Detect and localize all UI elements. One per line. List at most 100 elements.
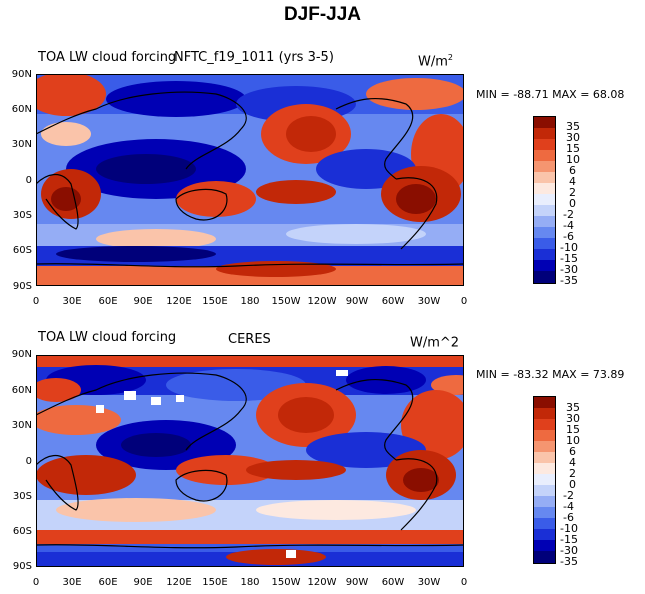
- colorbar-swatch: [534, 496, 555, 507]
- colorbar-label: 10: [566, 434, 580, 447]
- panel2-lon-label: 0: [460, 577, 468, 588]
- colorbar-swatch: [534, 172, 555, 183]
- panel1-lon-label: 60E: [98, 296, 118, 307]
- panel2-lon-label: 60W: [381, 577, 405, 588]
- colorbar-swatch: [534, 441, 555, 452]
- colorbar-swatch: [534, 419, 555, 430]
- panel1-min-label: MIN =: [476, 88, 510, 101]
- colorbar-label: -4: [563, 219, 574, 232]
- colorbar-label: 30: [566, 131, 580, 144]
- panel2-lon-label: 120E: [166, 577, 192, 588]
- colorbar-swatch: [534, 183, 555, 194]
- panel2-lat-label: 90S: [12, 561, 32, 572]
- panel1-lat-label: 30S: [12, 210, 32, 221]
- panel2-max-value: 73.89: [592, 368, 625, 381]
- panel1-lat-label: 0: [25, 175, 32, 186]
- panel2-max-label: MAX =: [552, 368, 590, 381]
- colorbar-label: -4: [563, 500, 574, 513]
- panel1-lon-label: 120W: [307, 296, 337, 307]
- panel1-lon-label: 120E: [166, 296, 192, 307]
- colorbar-swatch: [534, 260, 555, 271]
- colorbar-swatch: [534, 227, 555, 238]
- panel1-lat-label: 60N: [11, 104, 32, 115]
- panel1-lon-label: 180: [240, 296, 260, 307]
- colorbar-swatch: [534, 474, 555, 485]
- panel2-lon-label: 150E: [202, 577, 228, 588]
- colorbar-swatch: [534, 540, 555, 551]
- colorbar-label: -15: [560, 252, 578, 265]
- panel1-lat-label: 90N: [11, 69, 32, 80]
- colorbar-swatch: [534, 150, 555, 161]
- panel1-lon-label: 150E: [202, 296, 228, 307]
- panel2-lat-label: 0: [25, 456, 32, 467]
- colorbar-swatch: [534, 271, 555, 283]
- colorbar-label: -30: [560, 263, 578, 276]
- panel2-lon-label: 90E: [133, 577, 153, 588]
- colorbar-swatch: [534, 518, 555, 529]
- colorbar-label: 4: [569, 456, 576, 469]
- panel2-left-title: TOA LW cloud forcing: [38, 330, 177, 345]
- panel2-units: W/m^2: [410, 335, 460, 351]
- panel1-lon-label: 0: [32, 296, 40, 307]
- colorbar-label: -2: [563, 489, 574, 502]
- colorbar-swatch: [534, 128, 555, 139]
- panel1-center-title: NFTC_f19_1011 (yrs 3-5): [174, 50, 334, 65]
- panel2-lon-label: 180: [240, 577, 260, 588]
- colorbar-label: 30: [566, 412, 580, 425]
- colorbar-label: -15: [560, 533, 578, 546]
- panel2-colorbar: [533, 396, 556, 564]
- panel1-lon-label: 150W: [271, 296, 301, 307]
- panel2-lat-label: 30S: [12, 491, 32, 502]
- panel1-lon-label: 60W: [381, 296, 405, 307]
- panel2-lon-label: 0: [32, 577, 40, 588]
- figure-title: DJF-JJA: [283, 4, 362, 25]
- panel1-lon-label: 30W: [417, 296, 441, 307]
- colorbar-swatch: [534, 238, 555, 249]
- panel1-map-field: [36, 74, 464, 286]
- colorbar-label: -2: [563, 208, 574, 221]
- panel2-map: [36, 355, 464, 567]
- colorbar-label: 35: [566, 120, 580, 133]
- panel2-min-value: -83.32: [513, 368, 549, 381]
- colorbar-label: 0: [569, 197, 576, 210]
- colorbar-swatch: [534, 249, 555, 260]
- panel2-lon-label: 120W: [307, 577, 337, 588]
- panel1-lat-label: 60S: [12, 245, 32, 256]
- colorbar-label: 6: [569, 164, 576, 177]
- colorbar-swatch: [534, 408, 555, 419]
- colorbar-swatch: [534, 216, 555, 227]
- colorbar-label: -10: [560, 522, 578, 535]
- panel2-min-label: MIN =: [476, 368, 510, 381]
- colorbar-swatch: [534, 452, 555, 463]
- colorbar-label: 4: [569, 175, 576, 188]
- colorbar-swatch: [534, 463, 555, 474]
- colorbar-swatch: [534, 430, 555, 441]
- panel2-lon-label: 90W: [345, 577, 369, 588]
- panel1-lon-label: 90E: [133, 296, 153, 307]
- panel2-lon-label: 30E: [62, 577, 82, 588]
- panel2-lat-label: 60S: [12, 526, 32, 537]
- panel1-lat-label: 90S: [12, 281, 32, 292]
- panel1-units: W/m2: [418, 53, 453, 70]
- panel2-lat-label: 30N: [11, 420, 32, 431]
- colorbar-label: 10: [566, 153, 580, 166]
- panel1-lon-label: 30E: [62, 296, 82, 307]
- colorbar-label: 35: [566, 401, 580, 414]
- panel2-map-field: [36, 355, 464, 567]
- colorbar-swatch: [534, 507, 555, 518]
- colorbar-label: -30: [560, 544, 578, 557]
- colorbar-label: -6: [563, 511, 574, 524]
- panel2-lon-label: 150W: [271, 577, 301, 588]
- panel2-lon-label: 30W: [417, 577, 441, 588]
- panel2-lat-label: 60N: [11, 385, 32, 396]
- colorbar-label: 0: [569, 478, 576, 491]
- colorbar-swatch: [534, 139, 555, 150]
- colorbar-label: -6: [563, 230, 574, 243]
- colorbar-label: 2: [569, 186, 576, 199]
- panel1-max-value: 68.08: [592, 88, 625, 101]
- colorbar-label: 6: [569, 445, 576, 458]
- colorbar-swatch: [534, 551, 555, 563]
- colorbar-label: 2: [569, 467, 576, 480]
- panel1-lat-label: 30N: [11, 139, 32, 150]
- colorbar-swatch: [534, 397, 555, 408]
